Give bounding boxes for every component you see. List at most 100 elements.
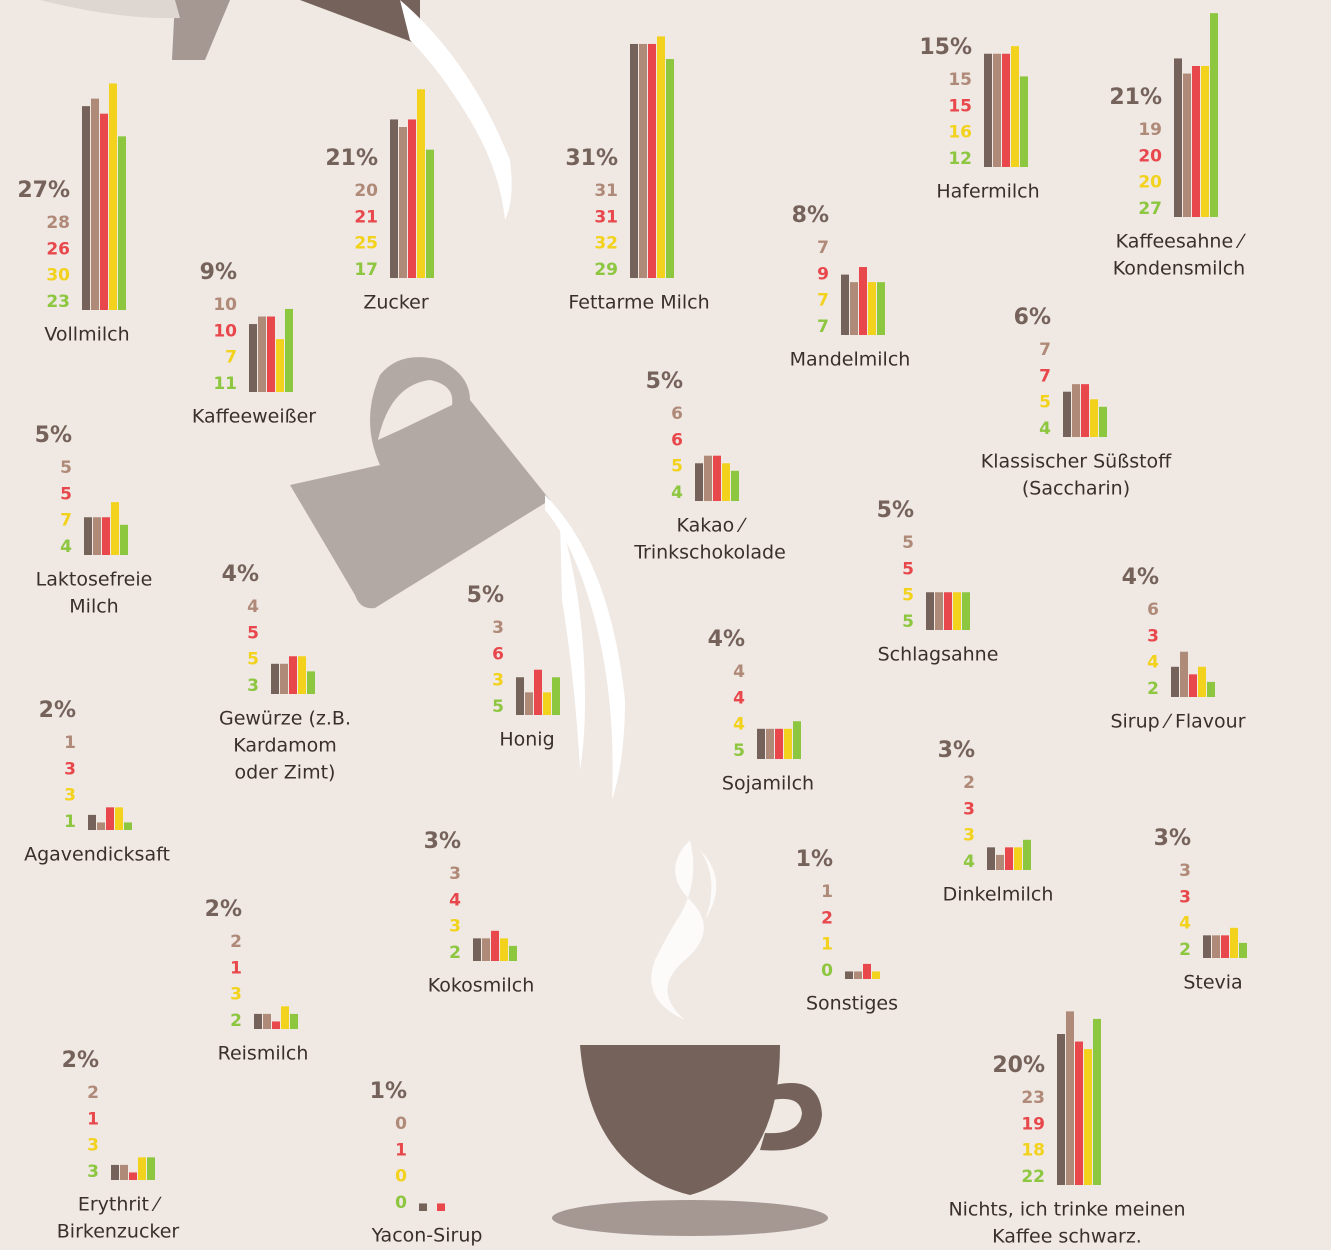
item-label: Fettarme Milch	[568, 292, 709, 314]
value-label: 11	[213, 374, 237, 394]
value-label: 5	[733, 741, 745, 761]
value-label: 25	[354, 234, 378, 254]
item-label: Hafermilch	[936, 181, 1039, 203]
bar	[1014, 847, 1022, 870]
bar	[987, 847, 995, 870]
bar	[648, 44, 656, 278]
value-label: 6	[492, 644, 504, 664]
bar	[267, 317, 275, 393]
value-label: 30	[46, 266, 70, 286]
bar	[473, 938, 481, 961]
value-label: 0	[395, 1167, 407, 1187]
value-label: 20	[354, 181, 378, 201]
bar	[784, 729, 792, 759]
bar	[254, 1014, 262, 1029]
value-label: 2	[449, 943, 461, 963]
bar	[491, 931, 499, 961]
value-label: 1	[821, 882, 833, 902]
value-label: 20	[1138, 146, 1162, 166]
item-label: Kaffeeweißer	[192, 406, 316, 428]
bar	[704, 456, 712, 501]
bar	[525, 692, 533, 715]
value-label: 27	[1138, 199, 1162, 219]
item-label: Milch	[69, 596, 118, 618]
value-label: 5	[902, 612, 914, 632]
bar	[516, 677, 524, 715]
steam	[651, 840, 716, 1020]
value-label: 1	[64, 733, 76, 753]
bar	[271, 664, 279, 694]
value-label: 4	[963, 852, 975, 872]
value-label: 2	[230, 932, 242, 952]
bar	[1093, 1019, 1101, 1185]
item-label: Mandelmilch	[790, 349, 911, 371]
value-label: 3	[87, 1162, 99, 1182]
value-label: 21	[354, 207, 378, 227]
bar	[935, 592, 943, 630]
bar	[1239, 943, 1247, 958]
item-label: Honig	[499, 729, 554, 751]
bar	[120, 525, 128, 555]
total-label: 1%	[796, 847, 833, 872]
value-label: 32	[594, 234, 618, 254]
total-label: 2%	[39, 698, 76, 723]
item-label: Stevia	[1183, 972, 1242, 994]
item-label: Erythrit ⁄	[78, 1194, 162, 1216]
bar	[419, 1203, 427, 1211]
total-label: 21%	[325, 146, 378, 171]
value-label: 0	[395, 1193, 407, 1213]
bar	[1063, 392, 1071, 437]
bar	[1210, 13, 1218, 217]
bar	[639, 44, 647, 278]
value-label: 4	[449, 890, 461, 910]
value-label: 5	[671, 457, 683, 477]
coffee-cup	[552, 1045, 828, 1236]
total-label: 5%	[467, 583, 504, 608]
milk-jug	[290, 357, 625, 800]
bar	[854, 971, 862, 979]
value-label: 0	[821, 961, 833, 981]
bar	[290, 1014, 298, 1029]
bar	[118, 136, 126, 310]
bar	[1005, 847, 1013, 870]
bar	[97, 822, 105, 830]
total-label: 2%	[62, 1048, 99, 1073]
bar	[713, 456, 721, 501]
bar	[722, 463, 730, 501]
total-label: 1%	[370, 1079, 407, 1104]
bar	[962, 592, 970, 630]
value-label: 4	[1039, 419, 1051, 439]
bar	[1090, 399, 1098, 437]
bar	[1066, 1011, 1074, 1185]
value-label: 1	[821, 935, 833, 955]
value-label: 7	[60, 511, 72, 531]
value-label: 3	[247, 676, 259, 696]
value-label: 5	[902, 533, 914, 553]
value-label: 31	[594, 181, 618, 201]
bar	[793, 721, 801, 759]
bar	[1084, 1049, 1092, 1185]
bar	[984, 54, 992, 167]
bar	[666, 59, 674, 278]
total-label: 3%	[938, 738, 975, 763]
bar	[482, 938, 490, 961]
bar	[1201, 66, 1209, 217]
value-label: 6	[671, 404, 683, 424]
item-label: Laktosefreie	[36, 569, 153, 591]
bar	[120, 1165, 128, 1180]
bar	[1002, 54, 1010, 167]
bar	[147, 1157, 155, 1180]
value-label: 2	[963, 773, 975, 793]
bar	[426, 150, 434, 278]
value-label: 2	[230, 1011, 242, 1031]
bar	[263, 1014, 271, 1029]
value-label: 23	[1021, 1088, 1045, 1108]
total-label: 4%	[222, 562, 259, 587]
bar	[552, 677, 560, 715]
value-label: 15	[948, 70, 972, 90]
value-label: 3	[64, 786, 76, 806]
bar	[509, 946, 517, 961]
value-label: 26	[46, 239, 70, 259]
bar	[1174, 58, 1182, 217]
bar	[1171, 667, 1179, 697]
